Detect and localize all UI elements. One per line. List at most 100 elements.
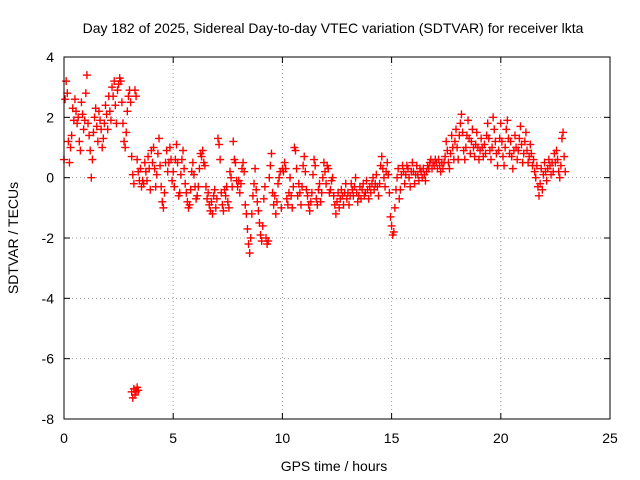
y-tick-label: -8 [42,411,55,427]
data-point [130,86,139,95]
data-point [86,146,95,155]
data-point [150,164,159,173]
data-point [468,125,477,134]
data-point [442,137,451,146]
data-point [457,110,466,119]
data-point [225,167,234,176]
data-point [486,155,495,164]
data-point [172,140,181,149]
data-point [144,152,153,161]
data-point [406,182,415,191]
data-point [289,182,298,191]
data-point [535,191,544,200]
data-point [484,134,493,143]
data-point [103,125,112,134]
data-point [245,249,254,258]
data-point [274,179,283,188]
data-point [62,77,71,86]
data-point [65,158,74,167]
data-point [70,95,79,104]
data-point [248,191,257,200]
data-point [240,167,249,176]
data-point [383,158,392,167]
data-point [253,197,262,206]
data-point [318,173,327,182]
data-point [464,116,473,125]
data-point [66,143,75,152]
data-point [181,179,190,188]
y-tick-label: -2 [42,230,55,246]
data-point [441,152,450,161]
data-point [160,188,169,197]
data-point [530,167,539,176]
data-point [295,188,304,197]
tick-labels: 0 5 10 15 20 25 -8 -6 -4 -2 0 2 4 [42,49,618,446]
data-point [310,155,319,164]
y-axis-label: SDTVAR / TECUs [5,182,21,294]
data-point [76,146,85,155]
data-point [452,125,461,134]
data-point [408,158,417,167]
data-point [72,107,81,116]
data-point [186,185,195,194]
data-point [498,152,507,161]
y-tick-label: 0 [46,170,54,186]
data-point [389,227,398,236]
data-point [470,152,479,161]
data-point [351,173,360,182]
data-point [221,191,230,200]
data-point [177,155,186,164]
data-point [531,173,540,182]
data-point [109,92,118,101]
data-point [176,170,185,179]
data-point [185,200,194,209]
x-tick-label: 0 [60,430,68,446]
data-point [324,164,333,173]
data-point [223,197,232,206]
data-point [241,200,250,209]
data-point [536,179,545,188]
data-point [542,176,551,185]
data-point [194,182,203,191]
data-point [317,188,326,197]
data-point [385,188,394,197]
data-point [116,77,125,86]
data-point [67,131,76,140]
data-point [506,137,515,146]
data-point [501,143,510,152]
x-tick-label: 25 [602,430,618,446]
data-point [393,173,402,182]
data-point [514,146,523,155]
data-point [326,185,335,194]
data-point [555,173,564,182]
data-point [520,137,529,146]
data-point [421,176,430,185]
data-point [224,203,233,212]
data-point [447,131,456,140]
data-point [180,164,189,173]
data-point [146,185,155,194]
x-tick-label: 5 [169,430,177,446]
data-point [532,161,541,170]
data-point [446,149,455,158]
data-point [236,179,245,188]
data-point [106,116,115,125]
data-point [444,158,453,167]
data-point [246,234,255,242]
data-point [445,164,454,173]
data-point [364,194,373,203]
data-point [302,185,311,194]
data-point [122,128,131,137]
data-point [113,86,122,95]
data-point [494,146,503,155]
data-point [98,143,107,152]
data-point [275,173,284,182]
data-point [299,161,308,170]
data-point [99,134,108,143]
data-point [458,128,467,137]
data-point [100,119,109,128]
data-point [90,113,99,122]
data-point [216,155,225,164]
data-point [75,137,84,146]
data-point [219,206,228,215]
